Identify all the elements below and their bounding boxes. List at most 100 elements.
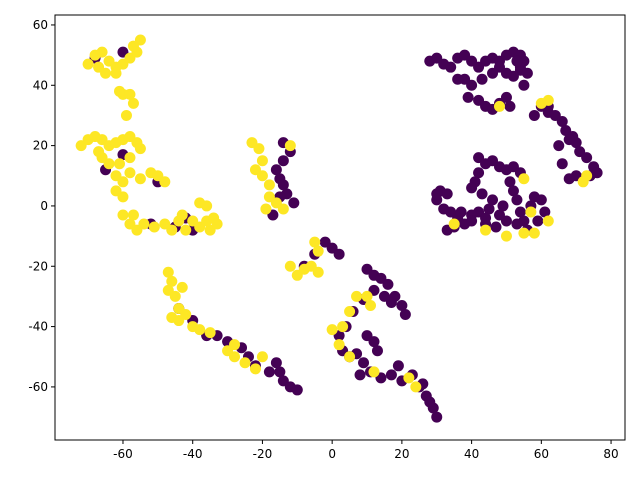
point bbox=[452, 73, 464, 85]
point bbox=[180, 309, 192, 321]
y-tick-label: -60 bbox=[28, 380, 48, 394]
point bbox=[127, 97, 139, 109]
point bbox=[211, 218, 223, 230]
point bbox=[93, 61, 105, 73]
point bbox=[525, 206, 537, 218]
point bbox=[368, 336, 380, 348]
point bbox=[487, 194, 499, 206]
point bbox=[256, 155, 268, 167]
point bbox=[448, 218, 460, 230]
point bbox=[382, 278, 394, 290]
point bbox=[270, 357, 282, 369]
point bbox=[514, 206, 526, 218]
point bbox=[441, 188, 453, 200]
point bbox=[385, 369, 397, 381]
point bbox=[239, 357, 251, 369]
point bbox=[124, 88, 136, 100]
point bbox=[333, 339, 345, 351]
point bbox=[127, 209, 139, 221]
point bbox=[270, 164, 282, 176]
point bbox=[249, 363, 261, 375]
point bbox=[166, 224, 178, 236]
y-tick-label: -20 bbox=[28, 259, 48, 273]
point bbox=[309, 236, 321, 248]
point bbox=[274, 366, 286, 378]
point bbox=[284, 260, 296, 272]
point bbox=[82, 58, 94, 70]
point bbox=[542, 106, 554, 118]
point bbox=[169, 290, 181, 302]
point bbox=[528, 109, 540, 121]
point bbox=[120, 109, 132, 121]
point bbox=[528, 227, 540, 239]
x-tick-label: 0 bbox=[328, 447, 336, 461]
point bbox=[277, 203, 289, 215]
point bbox=[291, 384, 303, 396]
point bbox=[229, 339, 241, 351]
point bbox=[117, 176, 129, 188]
point bbox=[511, 55, 523, 67]
point bbox=[542, 215, 554, 227]
point bbox=[378, 290, 390, 302]
point bbox=[138, 218, 150, 230]
point bbox=[462, 91, 474, 103]
y-tick-label: -40 bbox=[28, 320, 48, 334]
point bbox=[260, 203, 272, 215]
x-tick-label: 40 bbox=[464, 447, 479, 461]
point bbox=[476, 188, 488, 200]
point bbox=[354, 369, 366, 381]
point bbox=[539, 206, 551, 218]
point bbox=[581, 152, 593, 164]
point bbox=[542, 94, 554, 106]
point bbox=[483, 203, 495, 215]
point bbox=[337, 321, 349, 333]
point bbox=[134, 173, 146, 185]
point bbox=[466, 215, 478, 227]
point bbox=[487, 67, 499, 79]
point bbox=[518, 173, 530, 185]
point bbox=[521, 67, 533, 79]
point bbox=[117, 191, 129, 203]
point bbox=[535, 194, 547, 206]
point bbox=[563, 173, 575, 185]
point bbox=[563, 134, 575, 146]
point bbox=[344, 306, 356, 318]
point bbox=[518, 79, 530, 91]
point bbox=[493, 100, 505, 112]
x-tick-label: -40 bbox=[183, 447, 203, 461]
point bbox=[473, 167, 485, 179]
point bbox=[176, 281, 188, 293]
point bbox=[312, 245, 324, 257]
y-tick-label: 40 bbox=[33, 78, 48, 92]
point bbox=[180, 224, 192, 236]
point bbox=[365, 299, 377, 311]
point bbox=[497, 200, 509, 212]
point bbox=[399, 309, 411, 321]
point bbox=[194, 324, 206, 336]
point bbox=[371, 345, 383, 357]
point bbox=[368, 366, 380, 378]
point bbox=[518, 227, 530, 239]
point bbox=[392, 360, 404, 372]
point bbox=[256, 351, 268, 363]
point bbox=[403, 372, 415, 384]
point bbox=[466, 182, 478, 194]
point bbox=[358, 357, 370, 369]
point bbox=[445, 61, 457, 73]
point bbox=[480, 212, 492, 224]
point bbox=[410, 381, 422, 393]
point bbox=[117, 209, 129, 221]
point bbox=[480, 224, 492, 236]
point bbox=[288, 197, 300, 209]
point bbox=[148, 221, 160, 233]
point bbox=[113, 85, 125, 97]
point bbox=[511, 194, 523, 206]
point bbox=[159, 176, 171, 188]
point bbox=[532, 215, 544, 227]
point bbox=[500, 230, 512, 242]
y-tick-label: 60 bbox=[33, 18, 48, 32]
point bbox=[256, 170, 268, 182]
point bbox=[361, 290, 373, 302]
point bbox=[127, 40, 139, 52]
